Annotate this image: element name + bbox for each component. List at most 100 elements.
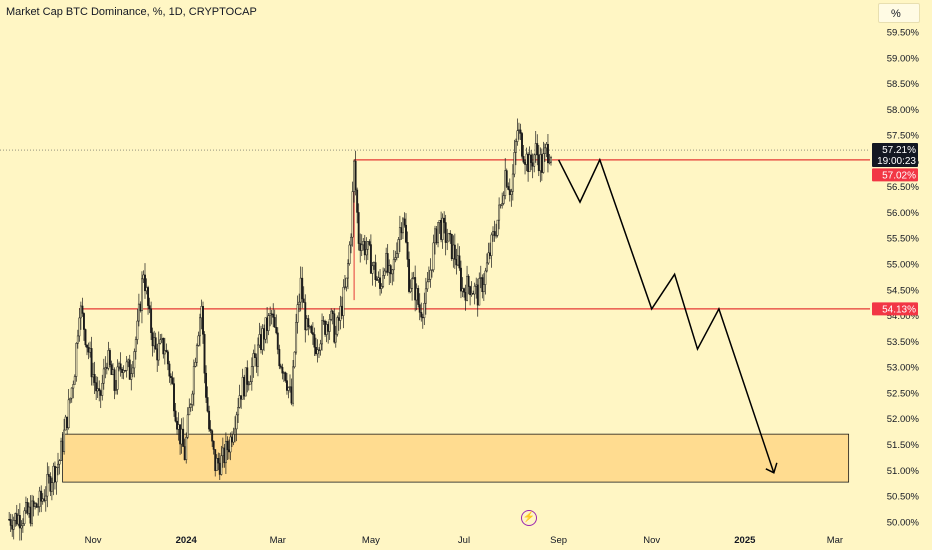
candle-body: [417, 288, 420, 305]
candle-body: [130, 373, 133, 380]
candle-body: [99, 390, 102, 396]
candle-body: [423, 302, 426, 318]
candle-body: [260, 334, 262, 350]
candle-body: [443, 217, 446, 223]
candle-body: [313, 334, 316, 348]
candle-body: [299, 277, 302, 303]
candle-body: [472, 293, 475, 295]
candle-body: [279, 365, 282, 368]
candle-body: [72, 384, 75, 389]
candle-body: [435, 228, 438, 244]
candle-body: [377, 277, 380, 281]
y-tick-label: 59.00%: [887, 53, 920, 64]
candle-body: [388, 265, 391, 273]
candle-body: [241, 376, 244, 400]
candle-body: [142, 274, 145, 280]
candle-body: [163, 350, 166, 355]
candle-body: [492, 231, 494, 236]
candle-body: [470, 293, 473, 296]
candle-body: [208, 410, 211, 430]
candle-body: [113, 369, 116, 391]
candle-body: [261, 328, 264, 350]
candle-body: [156, 348, 159, 361]
candle-body: [380, 286, 383, 289]
percent-scale-button[interactable]: %: [878, 3, 920, 23]
candle-body: [412, 277, 415, 279]
candle-body: [537, 154, 540, 172]
candle-body: [144, 274, 146, 292]
candle-body: [258, 334, 261, 346]
candle-body: [101, 382, 104, 396]
candle-body: [166, 351, 169, 365]
candle-body: [179, 424, 182, 445]
candle-body: [115, 389, 117, 391]
x-axis[interactable]: Nov 2024 Mar May Jul Sep Nov 2025 Mar: [85, 535, 843, 546]
candle-body: [180, 428, 183, 445]
candle-body: [429, 269, 432, 280]
candle-body: [330, 310, 333, 320]
y-tick-label: 56.50%: [887, 182, 920, 193]
candle-body: [191, 393, 194, 405]
candle-body: [98, 388, 101, 391]
candle-body: [96, 388, 99, 392]
candle-body: [510, 191, 513, 195]
y-tick-label: 54.00%: [887, 311, 920, 322]
candle-body: [206, 397, 209, 412]
candle-body: [247, 383, 250, 386]
current-price-label-text: 19:00:23: [877, 156, 916, 167]
x-tick-label: Nov: [643, 535, 660, 546]
candle-body: [397, 239, 400, 254]
candle-body: [243, 376, 246, 397]
candle-body: [502, 195, 505, 204]
candle-body: [218, 462, 221, 475]
candle-body: [17, 515, 20, 525]
candle-body: [50, 482, 53, 492]
lightning-icon[interactable]: ⚡: [521, 510, 537, 526]
candle-body: [147, 287, 150, 306]
candle-body: [139, 303, 142, 312]
candle-body: [522, 156, 525, 163]
candle-body: [420, 312, 423, 318]
x-tick-label: Jul: [458, 535, 470, 546]
candle-body: [289, 386, 291, 388]
price-labels: 57.21%19:00:23 57.02% 54.13%: [872, 143, 918, 316]
candle-body: [188, 407, 191, 416]
candle-body: [32, 500, 35, 507]
candle-body: [40, 490, 43, 502]
candle-body: [246, 367, 249, 385]
candle-body: [441, 217, 444, 240]
candle-body: [426, 281, 429, 290]
y-tick-label: 55.00%: [887, 260, 920, 271]
candle-body: [366, 241, 369, 250]
candle-body: [58, 460, 61, 465]
candle-body: [505, 170, 508, 187]
candle-body: [63, 429, 66, 452]
x-tick-label: Mar: [827, 535, 843, 546]
lower-level-label: 54.13%: [872, 302, 918, 316]
candle-body: [35, 503, 38, 508]
candle-body: [217, 458, 220, 464]
price-candles: [8, 118, 552, 541]
candle-body: [134, 339, 137, 352]
candle-body: [176, 420, 179, 430]
candle-body: [336, 317, 339, 335]
candle-body: [244, 367, 247, 397]
candle-body: [453, 244, 456, 260]
current-price-label-text: 57.21%: [882, 145, 916, 156]
candle-body: [136, 320, 139, 340]
candle-body: [495, 235, 498, 237]
candle-body: [516, 130, 519, 142]
candle-body: [93, 374, 96, 383]
candle-body: [408, 259, 411, 292]
candle-body: [374, 262, 377, 280]
candle-body: [41, 498, 44, 502]
candle-body: [302, 298, 305, 303]
y-axis[interactable]: 50.00% 50.50% 51.00% 51.50% 52.00% 52.50% 53.0…: [887, 27, 920, 528]
candle-body: [92, 374, 95, 378]
candle-body: [298, 301, 301, 305]
candle-body: [89, 348, 92, 353]
candle-body: [276, 332, 279, 350]
x-tick-label: Nov: [85, 535, 102, 546]
candle-body: [421, 316, 424, 319]
